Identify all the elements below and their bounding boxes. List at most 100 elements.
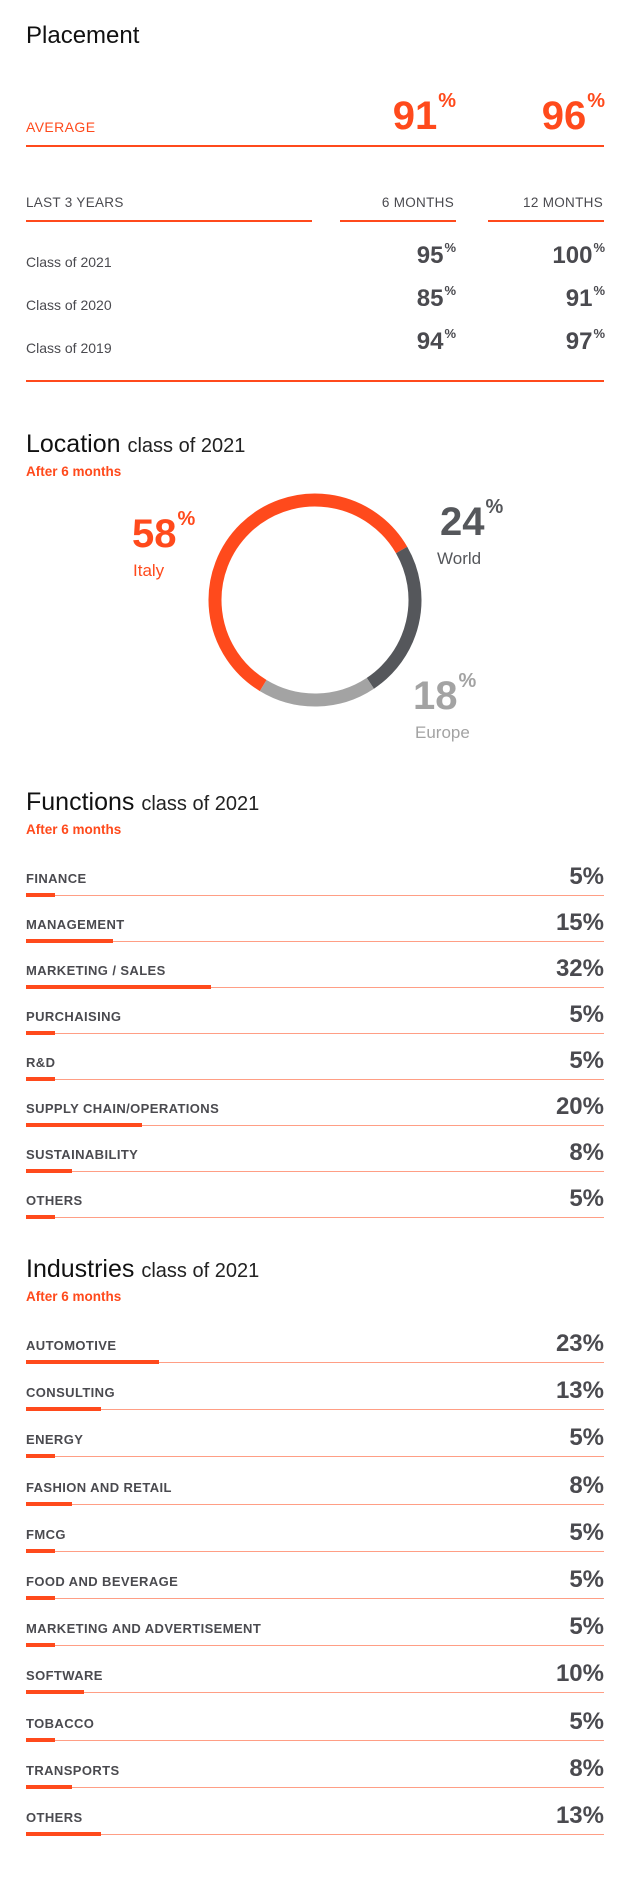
industry-value: 5% bbox=[569, 1518, 604, 1546]
industry-bar bbox=[26, 1454, 55, 1459]
function-track bbox=[26, 1171, 604, 1172]
average-6-months: 91% bbox=[392, 90, 456, 138]
industry-value: 5% bbox=[569, 1613, 604, 1641]
function-label: OTHERS bbox=[26, 1193, 83, 1208]
class-row-label: Class of 2019 bbox=[26, 340, 112, 356]
function-track bbox=[26, 895, 604, 896]
industry-value: 5% bbox=[569, 1707, 604, 1735]
placement-title: Placement bbox=[26, 22, 140, 49]
industry-bar bbox=[26, 1832, 102, 1836]
industry-track bbox=[26, 1598, 604, 1599]
industry-label: ENERGY bbox=[26, 1432, 84, 1448]
class-row-12-months: 97% bbox=[565, 326, 605, 355]
function-bar bbox=[26, 1215, 55, 1219]
industry-bar bbox=[26, 1643, 55, 1648]
industry-bar bbox=[26, 1784, 73, 1789]
function-bar bbox=[26, 1077, 55, 1081]
industry-value: 10% bbox=[555, 1660, 604, 1688]
functions-after-label: After 6 months bbox=[26, 822, 122, 837]
placement-bottom-divider bbox=[26, 380, 604, 382]
function-label: FINANCE bbox=[26, 871, 87, 886]
donut-value-world: 24% bbox=[440, 496, 504, 544]
industries-title: Industries class of 2021 bbox=[26, 1255, 260, 1283]
industries-after-label: After 6 months bbox=[26, 1289, 122, 1304]
header-divider-2 bbox=[340, 220, 456, 222]
industry-bar bbox=[26, 1737, 55, 1742]
industry-label: TOBACCO bbox=[26, 1715, 95, 1731]
industry-label: CONSULTING bbox=[26, 1385, 115, 1401]
function-value: 20% bbox=[555, 1093, 604, 1120]
industry-label: OTHERS bbox=[26, 1810, 83, 1825]
function-label: PURCHAISING bbox=[26, 1009, 122, 1024]
industry-value: 23% bbox=[555, 1330, 604, 1357]
industry-value: 13% bbox=[555, 1377, 604, 1405]
function-label: MARKETING / SALES bbox=[26, 963, 166, 978]
header-divider-3 bbox=[488, 220, 604, 222]
function-label: SUPPLY CHAIN/OPERATIONS bbox=[26, 1101, 220, 1116]
function-bar bbox=[26, 985, 211, 989]
industry-bar bbox=[26, 1596, 55, 1600]
6-months-header: 6 MONTHS bbox=[381, 195, 454, 210]
industry-track bbox=[26, 1834, 604, 1835]
class-row-12-months: 91% bbox=[565, 283, 605, 312]
function-value: 8% bbox=[569, 1139, 604, 1166]
industry-label: FMCG bbox=[26, 1526, 66, 1542]
donut-slice-world bbox=[366, 546, 422, 689]
function-track bbox=[26, 1125, 604, 1126]
function-value: 5% bbox=[569, 863, 604, 890]
industry-label: AUTOMOTIVE bbox=[26, 1338, 117, 1353]
function-bar bbox=[26, 893, 55, 897]
industry-value: 5% bbox=[569, 1566, 604, 1593]
average-12-months: 96% bbox=[541, 90, 605, 138]
industry-track bbox=[26, 1786, 604, 1788]
class-row-6-months: 94% bbox=[416, 326, 456, 355]
donut-label-europe: Europe bbox=[415, 723, 470, 742]
industry-track bbox=[26, 1362, 604, 1363]
industry-track bbox=[26, 1550, 604, 1552]
header-divider-1 bbox=[26, 220, 312, 222]
function-value: 5% bbox=[569, 1001, 604, 1028]
function-track bbox=[26, 1033, 604, 1034]
function-value: 32% bbox=[555, 955, 604, 982]
industry-value: 8% bbox=[569, 1471, 604, 1499]
donut-slice-italy bbox=[208, 493, 408, 692]
industry-bar bbox=[26, 1360, 159, 1364]
industry-track bbox=[26, 1645, 604, 1647]
industry-track bbox=[26, 1409, 604, 1411]
function-label: R&D bbox=[26, 1055, 56, 1070]
class-row-label: Class of 2021 bbox=[26, 254, 112, 270]
industry-value: 8% bbox=[569, 1754, 604, 1782]
location-after-label: After 6 months bbox=[26, 464, 122, 479]
industry-label: MARKETING AND ADVERTISEMENT bbox=[26, 1621, 262, 1637]
industry-label: SOFTWARE bbox=[26, 1668, 103, 1684]
function-value: 15% bbox=[555, 909, 604, 936]
function-bar bbox=[26, 1123, 142, 1127]
function-value: 5% bbox=[569, 1185, 604, 1212]
location-donut-chart bbox=[208, 493, 422, 707]
donut-slice-europe bbox=[259, 677, 374, 707]
last-3-years-header: LAST 3 YEARS bbox=[26, 195, 124, 210]
industry-bar bbox=[26, 1690, 84, 1695]
location-title: Location class of 2021 bbox=[26, 430, 246, 458]
function-bar bbox=[26, 1031, 55, 1035]
class-row-6-months: 95% bbox=[416, 240, 456, 269]
function-track bbox=[26, 1079, 604, 1080]
industry-bar bbox=[26, 1501, 73, 1506]
industry-track bbox=[26, 1503, 604, 1505]
industry-bar bbox=[26, 1407, 102, 1412]
industry-label: TRANSPORTS bbox=[26, 1762, 120, 1778]
industry-value: 13% bbox=[555, 1802, 604, 1829]
function-track bbox=[26, 941, 604, 942]
function-track bbox=[26, 1217, 604, 1218]
industry-value: 5% bbox=[569, 1424, 604, 1452]
function-label: SUSTAINABILITY bbox=[26, 1147, 139, 1162]
donut-value-europe: 18% bbox=[413, 670, 477, 718]
industry-track bbox=[26, 1456, 604, 1458]
donut-label-world: World bbox=[437, 549, 482, 568]
function-value: 5% bbox=[569, 1047, 604, 1074]
average-label: AVERAGE bbox=[26, 119, 96, 135]
donut-label-italy: Italy bbox=[133, 561, 165, 580]
function-label: MANAGEMENT bbox=[26, 917, 125, 932]
function-bar bbox=[26, 939, 113, 943]
average-divider bbox=[26, 145, 604, 147]
